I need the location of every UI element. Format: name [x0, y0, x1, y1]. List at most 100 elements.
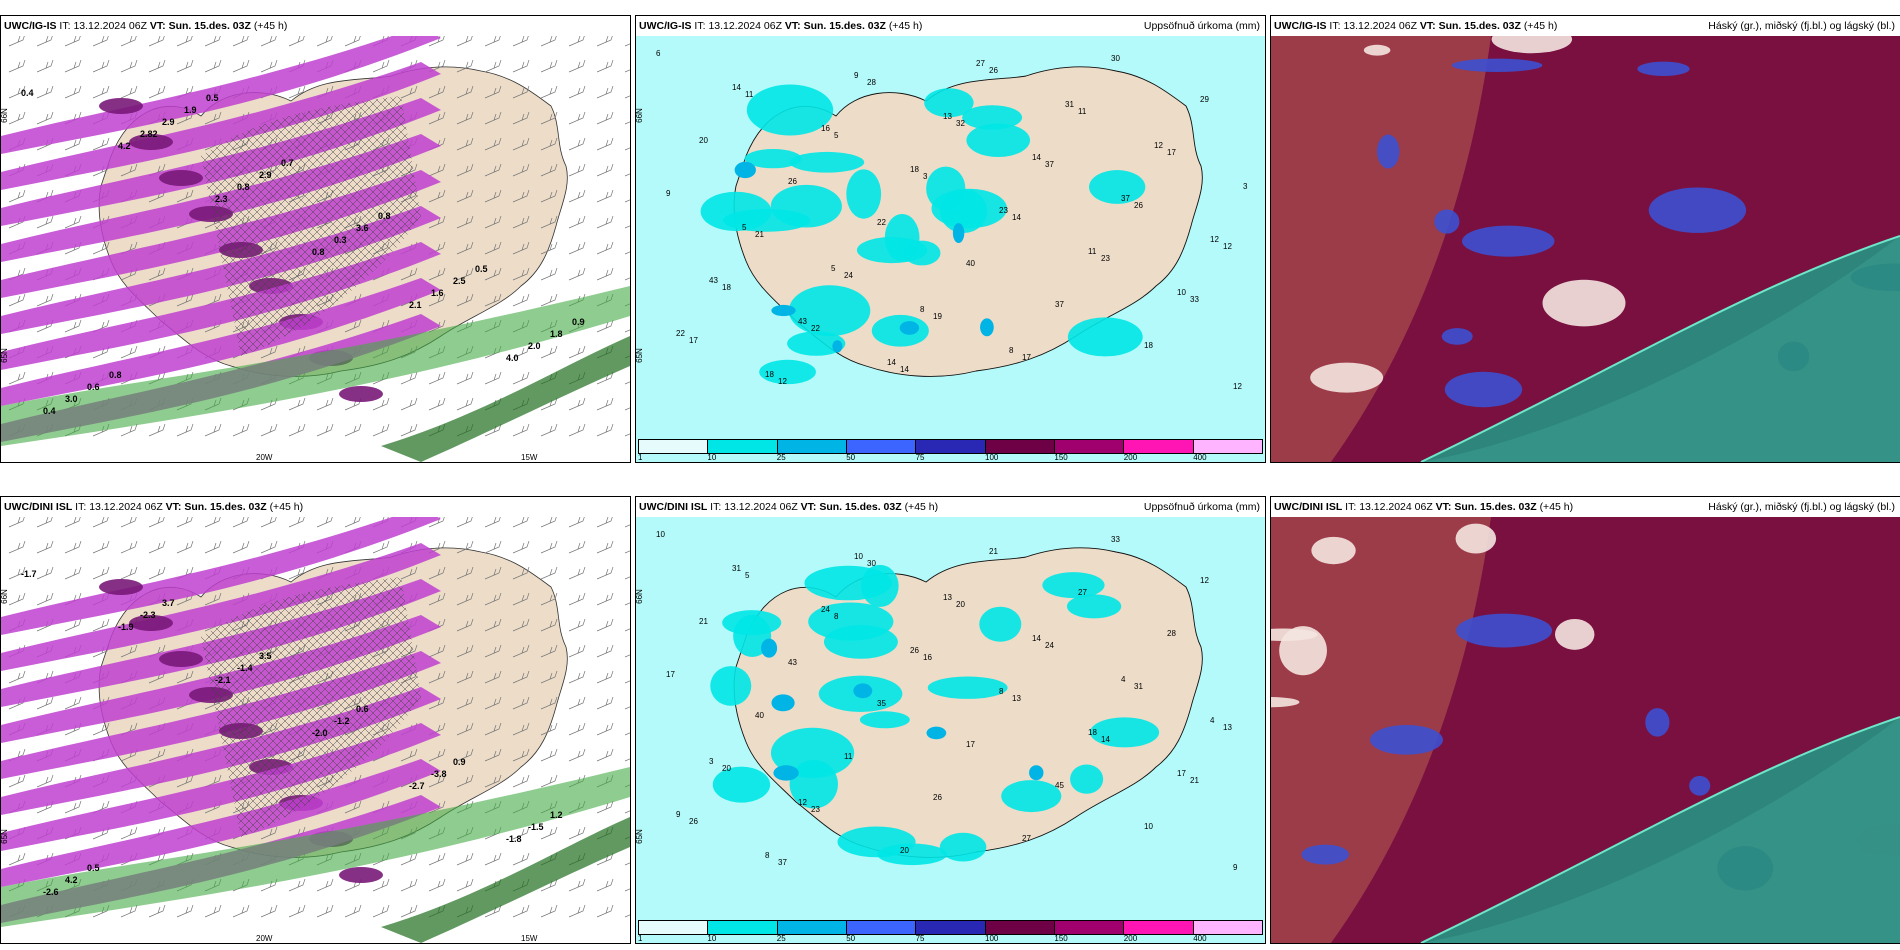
precip-value-label: 37	[778, 858, 787, 867]
wind-barb-icon	[8, 189, 26, 203]
precip-value-label: 13	[943, 112, 952, 121]
map-panel-r2c2: UWC/DINI ISL IT: 13.12.2024 06Z VT: Sun.…	[635, 496, 1266, 944]
colorbar-tick: 25	[776, 453, 786, 462]
wind-barb-icon	[568, 241, 586, 255]
wind-barb-icon	[120, 59, 138, 73]
wind-barb-icon	[428, 111, 446, 125]
wind-barb-icon	[540, 215, 558, 229]
precip-value-label: 4	[1121, 675, 1126, 684]
wind-barb-icon	[596, 748, 614, 762]
wind-barb-icon	[204, 540, 222, 554]
wind-barb-icon	[64, 85, 82, 99]
wind-barb-icon	[568, 722, 586, 736]
wind-barb-icon	[484, 371, 502, 385]
wind-barb-icon	[176, 540, 194, 554]
precip-value-label: 11	[844, 752, 853, 761]
temp-value-label: 1.6	[431, 288, 444, 298]
wind-barb-icon	[624, 407, 630, 411]
wind-barb-icon	[120, 517, 137, 528]
precip-value-label: 32	[956, 119, 965, 128]
wind-barb-icon	[64, 696, 82, 710]
wind-barb-icon	[456, 774, 474, 788]
wind-barb-icon	[568, 696, 586, 710]
wind-barb-icon	[36, 566, 54, 580]
wind-barb-icon	[512, 826, 530, 840]
wind-barb-icon	[148, 904, 166, 918]
lead-time: (+45 h)	[904, 501, 939, 513]
precip-value-label: 26	[910, 646, 919, 655]
wind-barb-icon	[8, 517, 25, 528]
precip-value-label: 5	[745, 571, 750, 580]
vt-prefix: VT:	[784, 20, 801, 32]
wind-barb-icon	[428, 696, 446, 710]
valid-time: Sun. 15.des. 03Z	[803, 20, 886, 32]
wind-barb-icon	[484, 241, 502, 255]
wind-barb-icon	[484, 36, 501, 47]
wind-barb-icon	[64, 618, 82, 632]
wind-barb-icon	[512, 241, 530, 255]
precip-value-label: 31	[732, 564, 741, 573]
temp-value-label: -2.6	[43, 887, 59, 897]
colorbar-swatch	[1054, 921, 1125, 934]
precip-value-label: 9	[676, 810, 681, 819]
wind-barb-icon	[512, 85, 530, 99]
wind-barb-icon	[540, 696, 558, 710]
wind-barb-icon	[568, 345, 586, 359]
wind-barb-icon	[36, 36, 53, 47]
precip-value-label: 4	[1210, 716, 1215, 725]
wind-barb-icon	[456, 722, 474, 736]
wind-barb-icon	[624, 199, 630, 203]
precip-value-label: 43	[709, 276, 718, 285]
lon-label: 15W	[521, 934, 538, 943]
wind-barb-icon	[540, 618, 558, 632]
precip-value-label: 5	[834, 131, 839, 140]
wind-barb-icon	[456, 59, 474, 73]
precip-value-label: 20	[699, 136, 708, 145]
wind-barb-icon	[568, 540, 586, 554]
wind-barb-icon	[260, 36, 277, 47]
colorbar-tick-labels: 1 10 25 50 75 100 150 200 400	[638, 453, 1263, 462]
precip-value-label: 10	[1177, 288, 1186, 297]
wind-barb-icon	[540, 345, 558, 359]
precip-value-label: 40	[966, 259, 975, 268]
colorbar-tick-labels: 1 10 25 50 75 100 150 200 400	[638, 934, 1263, 943]
wind-barb-icon	[148, 267, 166, 281]
wind-barb-icon	[512, 36, 529, 47]
wind-barb-icon	[624, 121, 630, 125]
wind-barb-icon	[512, 163, 530, 177]
precip-value-label: 24	[1045, 641, 1054, 650]
wind-barb-icon	[92, 85, 110, 99]
wind-barb-icon	[8, 774, 26, 788]
wind-barb-icon	[484, 111, 502, 125]
temp-value-label: -2.7	[409, 781, 425, 791]
wind-barb-icon	[624, 654, 630, 658]
precip-value-label: 26	[933, 793, 942, 802]
wind-barb-icon	[568, 592, 586, 606]
init-time: 13.12.2024 06Z	[73, 20, 147, 32]
precip-value-label: 14	[1101, 735, 1110, 744]
wind-barb-icon	[596, 163, 614, 177]
wind-barb-icon	[540, 774, 558, 788]
precip-value-label: 14	[732, 83, 741, 92]
precip-value-label: 20	[722, 764, 731, 773]
wind-barb-icon	[540, 592, 558, 606]
wind-barb-icon	[456, 189, 474, 203]
wind-barb-icon	[260, 345, 278, 359]
wind-barb-icon	[512, 904, 530, 918]
wind-barb-icon	[484, 618, 502, 632]
wind-barb-icon	[372, 540, 390, 554]
panel-header: UWC/DINI ISL IT: 13.12.2024 06Z VT: Sun.…	[1, 497, 630, 517]
wind-barb-icon	[64, 800, 82, 814]
temp-value-label: 0.6	[356, 704, 369, 714]
wind-barb-icon	[484, 137, 502, 151]
temp-value-label: 3.0	[65, 394, 78, 404]
temp-value-label: 0.4	[43, 406, 56, 416]
wind-barb-icon	[120, 540, 138, 554]
lat-label: 66N	[0, 589, 9, 604]
wind-barb-icon	[512, 722, 530, 736]
colorbar-swatch	[639, 921, 709, 934]
wind-barb-icon	[484, 722, 502, 736]
wind-barb-icon	[484, 696, 502, 710]
colorbar-tick: 1	[638, 453, 643, 462]
wind-barb-icon	[316, 397, 334, 411]
